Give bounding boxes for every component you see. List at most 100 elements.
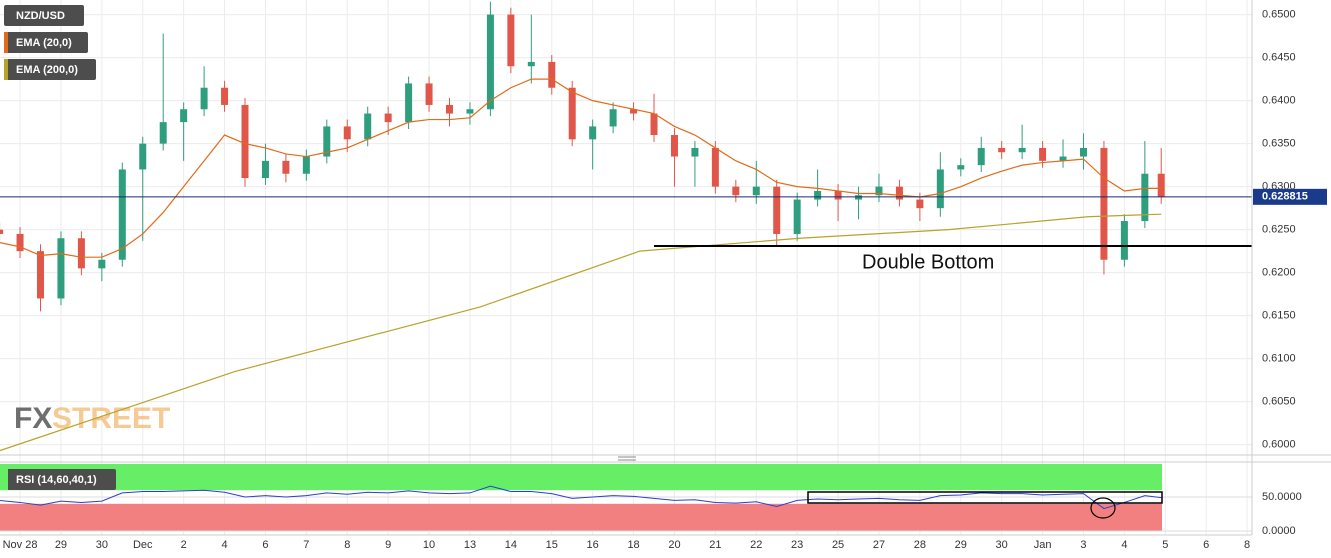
legend-box xyxy=(4,59,96,80)
candle-body xyxy=(732,186,740,196)
candle-body xyxy=(793,199,801,234)
x-tick-label: 3 xyxy=(1080,539,1086,551)
rsi-tick-label: 0.0000 xyxy=(1262,525,1296,537)
watermark: FX xyxy=(14,402,52,435)
legend-label: EMA (20,0) xyxy=(16,37,72,49)
x-tick-label: 4 xyxy=(1121,539,1127,551)
candle-body xyxy=(936,169,944,209)
ema-line xyxy=(0,78,1162,258)
candle-body xyxy=(977,147,985,166)
legend-swatch xyxy=(4,469,8,490)
candle-body xyxy=(77,238,85,269)
candle-body xyxy=(691,147,699,157)
x-tick-label: Dec xyxy=(133,539,153,551)
candle-body xyxy=(855,195,863,200)
candle-body xyxy=(998,147,1006,153)
y-tick-label: 0.6450 xyxy=(1262,52,1296,64)
last-price-label: 0.628815 xyxy=(1262,191,1308,203)
candle-body xyxy=(323,126,331,157)
x-tick-label: 30 xyxy=(996,539,1008,551)
x-tick-label: Nov 28 xyxy=(3,539,38,551)
x-tick-label: 30 xyxy=(96,539,108,551)
x-tick-label: 20 xyxy=(668,539,680,551)
candle-body xyxy=(139,143,147,170)
candle-body xyxy=(282,160,290,174)
candle-body xyxy=(241,104,249,179)
candle-body xyxy=(159,122,167,144)
candle-body xyxy=(548,61,556,88)
y-tick-label: 0.6400 xyxy=(1262,95,1296,107)
candle-body xyxy=(1100,147,1108,260)
y-tick-label: 0.6150 xyxy=(1262,310,1296,322)
candle-body xyxy=(405,83,413,123)
candle-body xyxy=(118,169,126,260)
candle-body xyxy=(302,156,310,174)
candle-body xyxy=(916,199,924,209)
candle-body xyxy=(1157,173,1165,197)
x-tick-label: 16 xyxy=(587,539,599,551)
y-tick-label: 0.6350 xyxy=(1262,138,1296,150)
rsi-oversold-zone xyxy=(0,503,1162,531)
candle-body xyxy=(1039,147,1047,161)
x-tick-label: 6 xyxy=(262,539,268,551)
x-tick-label: Jan xyxy=(1034,539,1052,551)
candle-body xyxy=(343,126,351,140)
x-tick-label: 29 xyxy=(955,539,967,551)
candle-body xyxy=(711,147,719,187)
x-tick-label: 8 xyxy=(344,539,350,551)
candle-body xyxy=(1120,221,1128,260)
x-tick-label: 21 xyxy=(709,539,721,551)
x-tick-label: 23 xyxy=(791,539,803,551)
candle-body xyxy=(200,87,208,110)
candle-body xyxy=(670,135,678,157)
x-tick-label: 5 xyxy=(1162,539,1168,551)
range-box xyxy=(807,491,1163,504)
candle-body xyxy=(1141,173,1149,222)
highlight-circle xyxy=(1090,497,1116,519)
x-tick-label: 9 xyxy=(385,539,391,551)
candle-body xyxy=(1059,156,1067,161)
legend-box xyxy=(4,5,84,26)
legend-swatch xyxy=(4,32,8,53)
candle-body xyxy=(609,109,617,127)
candle-body xyxy=(650,113,658,136)
x-tick-label: 27 xyxy=(873,539,885,551)
candle-body xyxy=(180,109,188,123)
y-tick-label: 0.6050 xyxy=(1262,396,1296,408)
x-tick-label: 22 xyxy=(750,539,762,551)
x-tick-label: 7 xyxy=(303,539,309,551)
x-tick-label: 8 xyxy=(1244,539,1250,551)
annotation-text: Double Bottom xyxy=(862,251,994,273)
ema-line xyxy=(0,213,1162,452)
x-tick-label: 18 xyxy=(627,539,639,551)
legend-label: EMA (200,0) xyxy=(16,64,78,76)
candle-body xyxy=(0,229,4,234)
x-tick-label: 29 xyxy=(55,539,67,551)
candle-body xyxy=(773,186,781,234)
y-tick-label: 0.6500 xyxy=(1262,9,1296,21)
candle-body xyxy=(446,104,454,114)
candle-body xyxy=(589,126,597,140)
legend-swatch xyxy=(4,59,8,80)
candle-body xyxy=(752,186,760,196)
rsi-overbought-zone xyxy=(0,464,1162,491)
candle-body xyxy=(507,14,515,67)
y-tick-label: 0.6200 xyxy=(1262,267,1296,279)
last-price-box xyxy=(1253,188,1327,205)
candle-body xyxy=(425,83,433,105)
candle-body xyxy=(364,113,372,140)
x-tick-label: 10 xyxy=(423,539,435,551)
candle-body xyxy=(1079,147,1087,157)
candle-body xyxy=(875,186,883,196)
rsi-line xyxy=(0,485,1162,510)
candle-body xyxy=(1018,147,1026,153)
watermark: STREET xyxy=(52,402,170,435)
y-tick-label: 0.6000 xyxy=(1262,439,1296,451)
candle-body xyxy=(486,14,494,110)
x-tick-label: 25 xyxy=(832,539,844,551)
x-tick-label: 2 xyxy=(181,539,187,551)
candle-body xyxy=(630,109,638,114)
x-tick-label: 13 xyxy=(464,539,476,551)
y-tick-label: 0.6250 xyxy=(1262,224,1296,236)
